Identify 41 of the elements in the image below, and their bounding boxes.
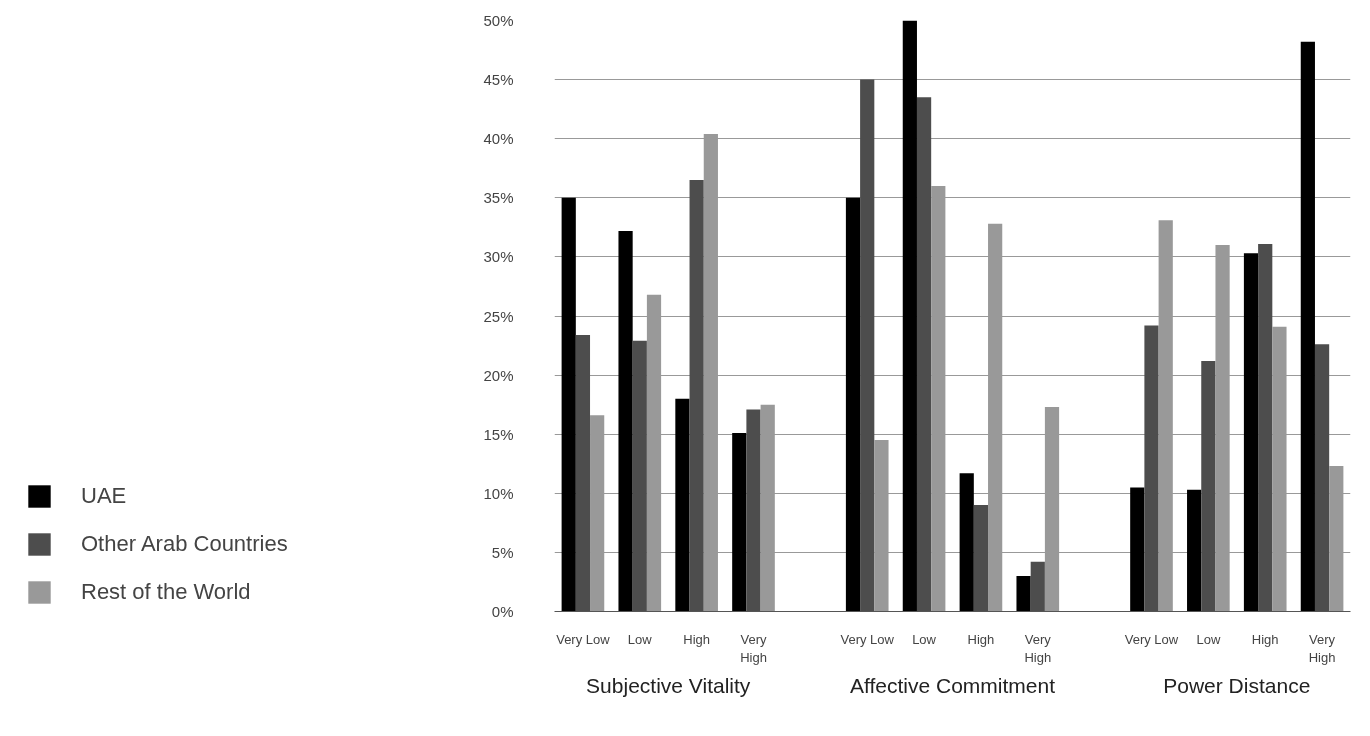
bar bbox=[561, 197, 576, 612]
y-tick-label: 10% bbox=[483, 484, 514, 502]
text: Subjective Vitality bbox=[586, 673, 751, 697]
x-tick-label: Very High bbox=[1308, 631, 1336, 665]
y-tick-label: 0% bbox=[491, 603, 514, 620]
x-tick-label: Low bbox=[1196, 631, 1221, 647]
x-tick-label: Low bbox=[912, 631, 937, 647]
x-tick-label: High bbox=[1251, 631, 1279, 647]
x-tick-label: Very High bbox=[740, 631, 768, 665]
bar bbox=[1243, 253, 1259, 612]
x-tick-label: Low bbox=[627, 631, 653, 647]
y-tick-label: 40% bbox=[483, 130, 514, 148]
bar bbox=[732, 433, 747, 612]
x-tick-label: Very Low bbox=[556, 631, 611, 647]
text: Power Distance bbox=[1163, 673, 1311, 697]
x-tick-label: High bbox=[967, 631, 995, 647]
bar bbox=[845, 197, 861, 612]
bar bbox=[902, 20, 917, 612]
legend-label: UAE bbox=[81, 483, 127, 509]
bar bbox=[1016, 576, 1031, 612]
bar bbox=[618, 230, 633, 612]
y-tick-label: 25% bbox=[483, 307, 514, 325]
bar bbox=[1300, 41, 1315, 612]
bar bbox=[1187, 489, 1202, 612]
legend-label: Rest of the World bbox=[81, 579, 251, 605]
y-tick-label: 35% bbox=[483, 189, 514, 207]
x-tick-label: Very Low bbox=[1124, 631, 1179, 647]
x-tick-label: High bbox=[683, 631, 711, 647]
y-tick-label: 45% bbox=[483, 71, 514, 89]
y-tick-label: 20% bbox=[483, 366, 514, 384]
text: Affective Commitment bbox=[850, 673, 1056, 697]
y-tick-label: 30% bbox=[483, 248, 514, 266]
x-tick-label: Very High bbox=[1024, 631, 1052, 665]
legend-label: Other Arab Countries bbox=[81, 531, 288, 557]
y-tick-label: 15% bbox=[483, 425, 514, 443]
bar bbox=[1130, 487, 1145, 612]
y-tick-label: 50% bbox=[483, 12, 514, 29]
bar bbox=[959, 473, 974, 612]
y-tick-label: 5% bbox=[491, 543, 514, 561]
bar bbox=[675, 398, 690, 612]
x-tick-label: Very Low bbox=[840, 631, 895, 647]
